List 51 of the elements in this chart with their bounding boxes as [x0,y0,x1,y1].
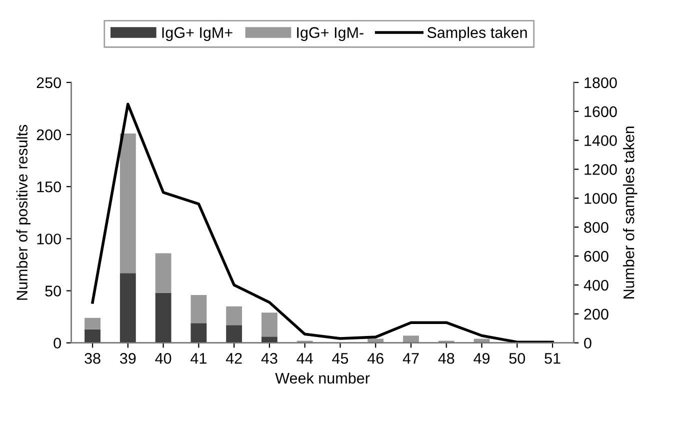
bar [226,325,242,343]
x-tick-label: 48 [438,352,454,364]
y-tick-label: 150 [37,181,61,192]
y-axis-title: Number of positive results [16,124,31,300]
y2-tick-label: 200 [584,308,608,320]
bar [226,306,242,326]
y2-tick-label: 1400 [584,135,617,146]
x-tick-label: 43 [261,352,278,364]
x-tick-label: 42 [226,352,242,364]
x-tick-label: 47 [402,353,419,364]
bar [84,329,100,343]
x-axis-title: Week number [275,372,370,384]
legend-label: IgG+ IgM+ [162,27,232,42]
x-tick-label: 49 [474,352,490,364]
y-tick-label: 50 [45,286,61,296]
y2-tick-label: 1000 [584,193,617,204]
y2-tick-label: 800 [584,222,608,233]
bar [261,312,278,337]
bar [155,253,172,293]
y2-axis-title: Number of samples taken [623,126,638,298]
y2-tick-label: 1200 [584,164,617,175]
x-tick-label: 46 [367,352,384,364]
y2-tick-label: 0 [584,338,592,349]
bar [261,336,278,343]
bar [474,338,490,343]
x-tick-label: 45 [332,353,348,364]
x-tick-label: 38 [84,352,100,364]
x-tick-label: 50 [509,352,526,364]
legend-label: Samples taken [427,26,527,42]
y-tick-label: 250 [36,77,61,88]
bar [84,318,100,330]
y2-tick-label: 600 [584,250,608,262]
y-tick-label: 200 [36,129,61,140]
y-tick-label: 0 [54,338,61,349]
legend-label: IgG+ IgM- [297,27,364,42]
x-tick-label: 41 [190,353,206,364]
x-tick-label: 51 [544,353,560,364]
y2-tick-label: 1600 [584,106,617,118]
bar [120,273,136,343]
bar [120,134,136,274]
x-tick-label: 40 [155,352,172,364]
bar [190,294,207,324]
bar [155,292,172,343]
y-tick-label: 100 [37,234,61,244]
y2-tick-label: 400 [584,280,608,291]
bar [190,323,207,343]
y2-tick-label: 1800 [584,77,617,88]
x-tick-label: 39 [120,352,136,364]
bar [368,338,384,343]
x-tick-label: 44 [296,353,313,364]
bar [403,336,419,343]
